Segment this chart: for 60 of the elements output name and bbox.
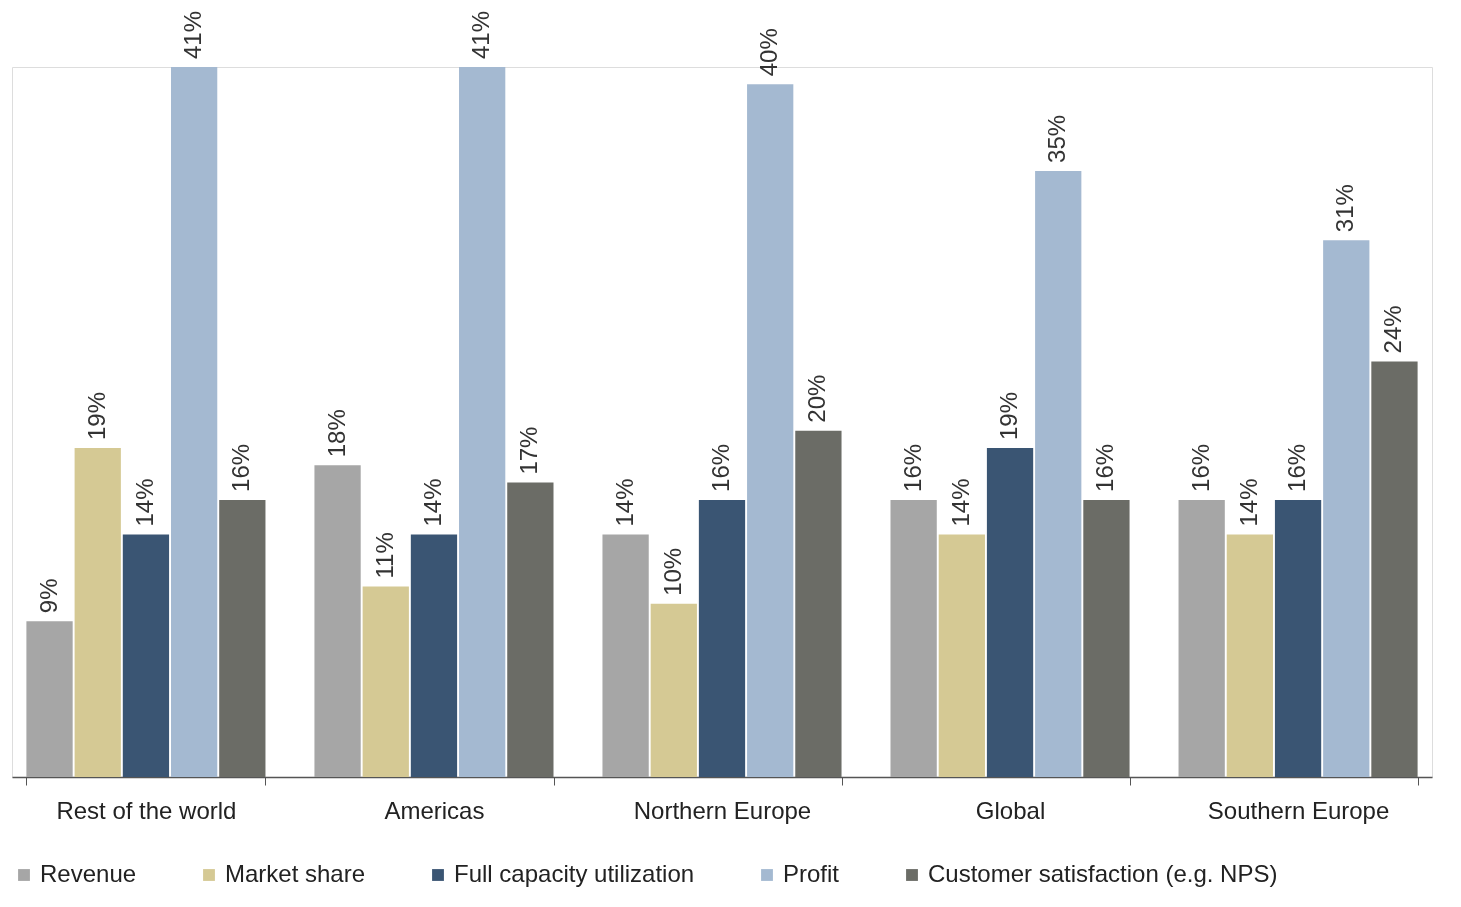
bar [1323,240,1370,777]
bar [795,430,842,777]
data-label: 41% [467,10,495,59]
data-label: 24% [1379,305,1407,354]
data-label: 16% [707,443,734,492]
bar [1371,361,1418,777]
bar [459,67,506,777]
x-tick-label: Southern Europe [1207,796,1390,824]
data-label: 31% [1331,184,1359,233]
bar [171,67,218,777]
data-label: 14% [130,478,158,527]
x-tick-label: Americas [384,796,485,824]
data-label: 14% [1234,478,1262,527]
legend-label: Customer satisfaction (e.g. NPS) [928,860,1278,887]
data-label: 19% [995,391,1023,440]
data-label: 16% [1186,443,1214,492]
data-label: 14% [418,478,446,527]
data-label: 40% [755,28,783,77]
data-label: 16% [898,443,926,492]
data-label: 11% [370,532,398,579]
bar [1035,170,1082,777]
data-label: 16% [227,443,255,492]
data-label: 14% [946,478,974,527]
bar [938,534,985,777]
bar [74,447,121,777]
data-label: 17% [515,426,543,475]
bar [986,447,1034,777]
bar [362,586,409,777]
x-tick-label: Rest of the world [56,796,237,824]
bar [1274,499,1322,777]
data-label: 20% [803,374,831,423]
legend-label: Revenue [40,860,137,887]
bar [1178,499,1225,777]
data-label: 9% [34,578,62,614]
data-label: 16% [1091,443,1119,492]
data-label: 16% [1283,443,1311,492]
bar [122,534,170,777]
bar [1083,499,1130,777]
bar [698,499,746,777]
x-tick-label: Global [975,796,1046,824]
bar [650,603,697,777]
bar [26,621,73,777]
legend-label: Profit [783,860,840,887]
data-label: 10% [658,547,686,596]
legend-label: Market share [225,860,366,887]
data-label: 19% [82,391,110,440]
bar [410,534,458,777]
bar [314,465,361,777]
data-label: 18% [322,409,350,458]
bar [890,499,937,777]
bar [602,534,649,777]
x-tick-label: Northern Europe [633,796,812,824]
bar [219,499,266,777]
data-label: 41% [179,10,207,59]
data-label: 35% [1043,114,1071,163]
bar [747,84,794,777]
bar [1226,534,1273,777]
bar [507,482,554,777]
data-label: 14% [610,478,638,527]
legend-label: Full capacity utilization [454,860,695,887]
